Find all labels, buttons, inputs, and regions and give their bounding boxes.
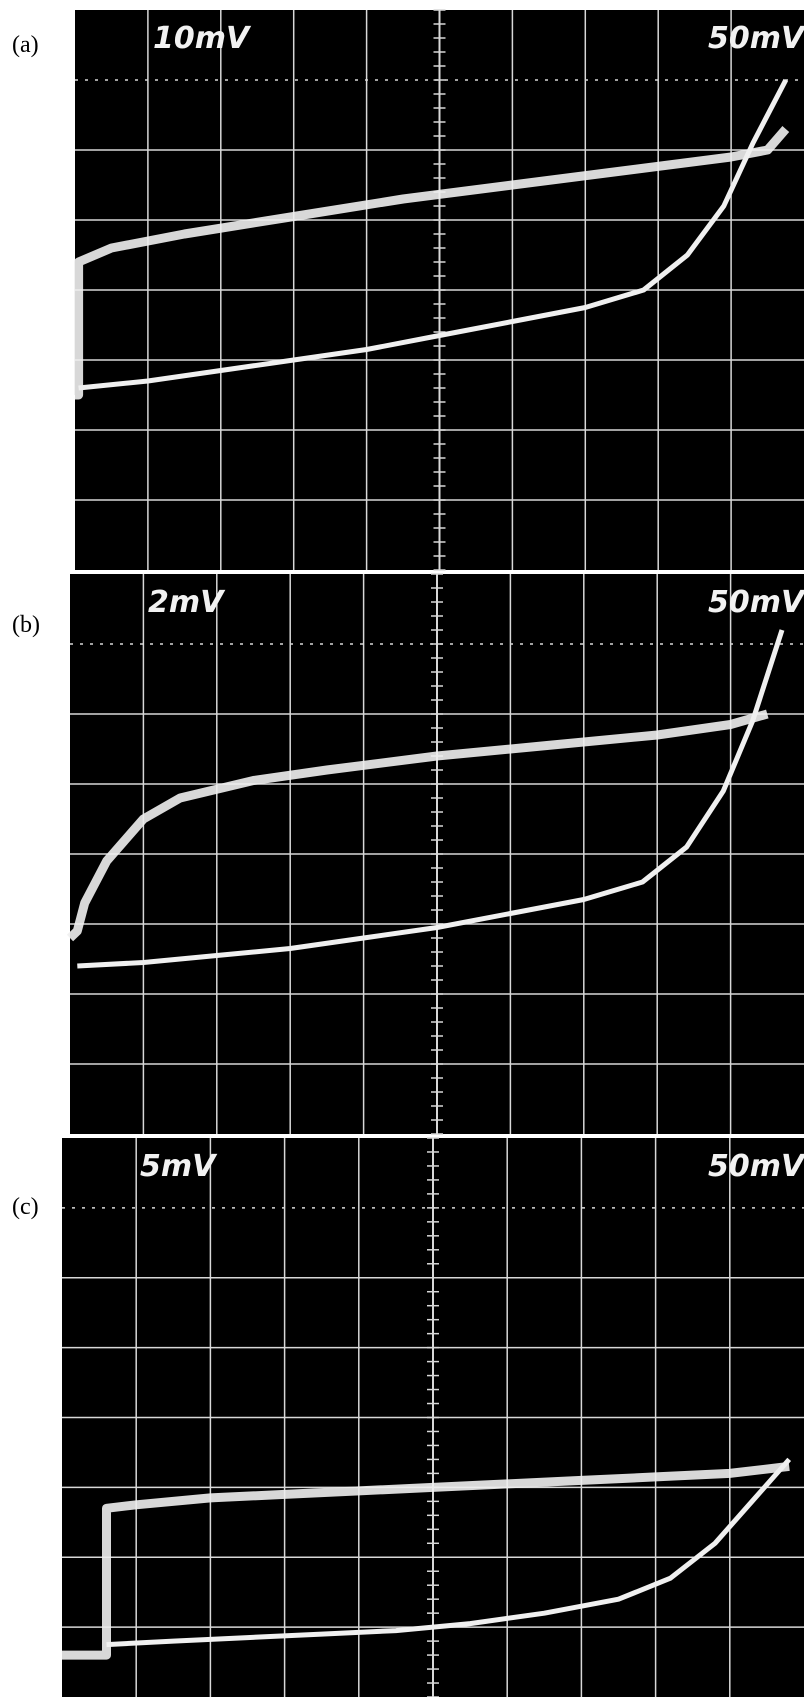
trace-channel-1: [62, 1461, 790, 1660]
panel-b-label: (b): [12, 612, 40, 638]
channel-2-scale-label: 50mV: [708, 585, 804, 620]
trace-channel-2: [106, 1457, 792, 1648]
panel-a-label: (a): [12, 32, 39, 58]
channel-1-scale-label: 10mV: [153, 21, 252, 56]
trace-channel-1: [74, 126, 790, 400]
channel-1-scale-label: 5mV: [140, 1149, 218, 1184]
trace-channel-2: [78, 78, 789, 391]
panel-a: 10mV 50mV: [74, 9, 804, 571]
channel-1-scale-label: 2mV: [148, 585, 226, 620]
trace-channel-2: [77, 629, 785, 969]
panel-c-label: (c): [12, 1194, 39, 1220]
channel-2-scale-label: 50mV: [708, 1149, 804, 1184]
trace-channel-1: [66, 709, 769, 942]
channel-2-scale-label: 50mV: [708, 21, 804, 56]
panel-c: 5mV 50mV: [62, 1137, 804, 1697]
panel-b: 2mV 50mV: [66, 573, 804, 1135]
